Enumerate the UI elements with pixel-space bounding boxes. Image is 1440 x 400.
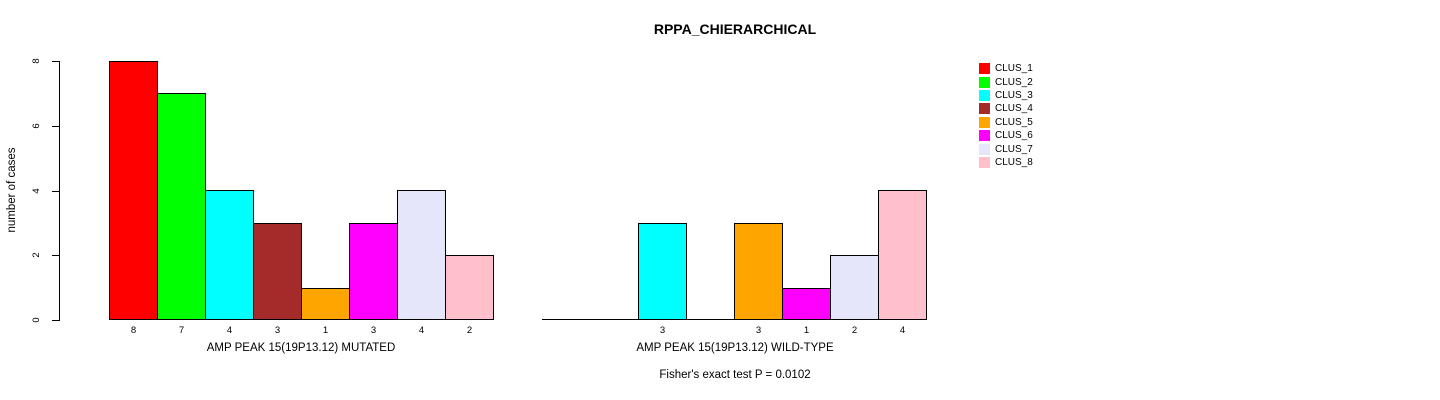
bar-value-label: 3 (659, 325, 666, 336)
bar-clus_6 (782, 288, 831, 320)
wildtype-xaxis-label: AMP PEAK 15(19P13.12) WILD-TYPE (636, 342, 834, 354)
bar-value-label: 4 (418, 325, 425, 336)
bar-clus_3 (638, 223, 687, 320)
legend-label: CLUS_5 (995, 116, 1033, 128)
y-tick-mark (52, 125, 59, 127)
zero-bar-clus_2 (590, 319, 639, 320)
zero-bar-clus_1 (542, 319, 591, 320)
bar-value-label: 4 (226, 325, 233, 336)
legend-label: CLUS_1 (995, 63, 1033, 75)
legend-item-clus_4: CLUS_4 (979, 102, 1033, 115)
bar-clus_5 (301, 288, 350, 320)
legend-label: CLUS_3 (995, 89, 1033, 101)
bar-value-label: 4 (899, 325, 906, 336)
y-tick-label: 4 (30, 187, 42, 194)
bar-clus_3 (205, 190, 254, 320)
y-tick-mark (52, 61, 59, 62)
bar-clus_8 (445, 255, 494, 320)
bar-value-label: 8 (130, 325, 137, 336)
y-tick-mark (52, 190, 59, 192)
legend-label: CLUS_4 (995, 103, 1033, 115)
bar-value-label: 3 (755, 325, 762, 336)
y-tick-label: 0 (30, 317, 42, 323)
legend-item-clus_6: CLUS_6 (979, 129, 1033, 142)
y-axis-label: number of cases (6, 147, 18, 233)
legend: CLUS_1 CLUS_2 CLUS_3 CLUS_4 CLUS_5 CLUS_6 CLUS… (979, 62, 1033, 169)
legend-swatch-icon (979, 156, 990, 168)
bar-value-label: 2 (851, 325, 858, 336)
legend-swatch-icon (979, 143, 990, 155)
legend-item-clus_3: CLUS_3 (979, 89, 1033, 102)
legend-swatch-icon (979, 130, 990, 142)
legend-item-clus_5: CLUS_5 (979, 116, 1033, 129)
bar-value-label: 2 (466, 325, 473, 336)
bar-clus_7 (830, 255, 879, 320)
bar-clus_1 (109, 61, 158, 320)
mutated-xaxis-label: AMP PEAK 15(19P13.12) MUTATED (206, 342, 396, 354)
legend-swatch-icon (979, 89, 990, 101)
bar-clus_8 (878, 190, 927, 320)
bar-value-label: 3 (274, 325, 281, 336)
legend-label: CLUS_8 (995, 156, 1033, 168)
y-axis-line (59, 61, 60, 321)
bar-value-label: 7 (178, 325, 185, 336)
bar-value-label: 1 (322, 325, 329, 336)
legend-label: CLUS_7 (995, 143, 1033, 155)
legend-label: CLUS_2 (995, 76, 1033, 88)
y-tick-label: 2 (30, 252, 42, 258)
chart-title: RPPA_CHIERARCHICAL (653, 21, 817, 37)
bar-clus_6 (349, 223, 398, 320)
bar-value-label: 3 (370, 325, 377, 336)
legend-label: CLUS_6 (995, 130, 1033, 142)
legend-item-clus_2: CLUS_2 (979, 75, 1033, 88)
bar-clus_4 (253, 223, 302, 320)
bar-value-label: 1 (803, 325, 810, 336)
y-tick-mark (52, 255, 59, 257)
bar-clus_5 (734, 223, 783, 320)
legend-swatch-icon (979, 103, 990, 115)
legend-swatch-icon (979, 63, 990, 75)
legend-item-clus_1: CLUS_1 (979, 62, 1033, 75)
legend-swatch-icon (979, 76, 990, 88)
legend-item-clus_8: CLUS_8 (979, 156, 1033, 169)
mutated-group-plot: 8 7 4 3 1 3 4 2 (109, 61, 494, 336)
y-tick-label: 8 (30, 58, 42, 64)
zero-bar-clus_4 (686, 319, 735, 320)
bar-clus_2 (157, 93, 206, 320)
legend-swatch-icon (979, 116, 990, 128)
bar-clus_7 (397, 190, 446, 320)
wildtype-group-plot: 3 3 1 2 4 (542, 61, 927, 336)
fisher-test-annotation: Fisher's exact test P = 0.0102 (659, 369, 811, 381)
y-tick-mark (52, 320, 59, 321)
legend-item-clus_7: CLUS_7 (979, 142, 1033, 155)
y-tick-label: 6 (30, 123, 42, 129)
